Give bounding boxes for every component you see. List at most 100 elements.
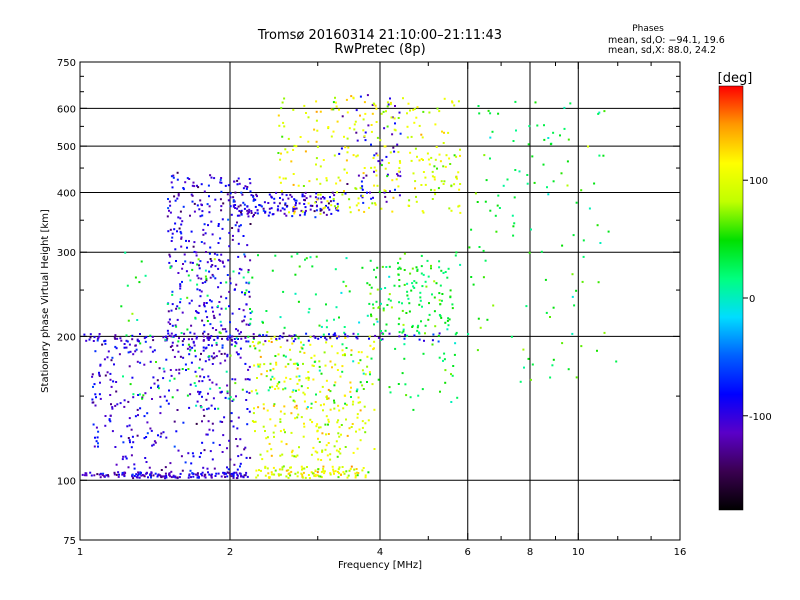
data-point bbox=[380, 302, 382, 305]
data-point bbox=[211, 273, 214, 276]
data-point bbox=[126, 425, 129, 428]
data-point bbox=[440, 180, 443, 183]
data-point bbox=[119, 337, 122, 340]
data-point bbox=[91, 398, 94, 401]
data-point bbox=[188, 178, 191, 180]
data-point bbox=[257, 341, 260, 344]
data-point bbox=[168, 472, 171, 475]
data-point bbox=[349, 381, 352, 384]
data-point bbox=[297, 337, 300, 340]
data-point bbox=[388, 265, 391, 268]
data-point bbox=[225, 370, 228, 373]
data-point bbox=[279, 410, 282, 413]
data-point bbox=[377, 378, 380, 381]
data-point bbox=[366, 365, 369, 368]
data-point bbox=[167, 198, 169, 200]
data-point bbox=[128, 343, 131, 346]
data-point bbox=[232, 204, 235, 207]
data-point bbox=[273, 435, 275, 438]
data-point bbox=[477, 105, 480, 107]
data-point bbox=[179, 210, 182, 213]
data-point bbox=[424, 176, 427, 179]
data-point bbox=[114, 337, 117, 340]
data-point bbox=[206, 408, 208, 411]
data-point bbox=[514, 100, 517, 103]
data-point bbox=[321, 385, 324, 388]
data-point bbox=[403, 283, 406, 286]
data-point bbox=[203, 449, 206, 452]
data-point bbox=[332, 101, 335, 104]
data-point bbox=[141, 397, 144, 400]
data-point bbox=[375, 174, 378, 177]
data-point bbox=[444, 321, 447, 324]
data-point bbox=[155, 361, 157, 363]
data-point bbox=[311, 364, 314, 367]
data-point bbox=[246, 423, 249, 426]
data-point bbox=[283, 326, 286, 329]
data-point bbox=[113, 363, 115, 366]
data-point bbox=[388, 293, 391, 296]
data-point bbox=[113, 473, 116, 476]
data-point bbox=[332, 199, 335, 202]
data-point bbox=[268, 442, 271, 445]
data-point bbox=[293, 144, 296, 147]
data-point bbox=[221, 218, 224, 221]
data-point bbox=[163, 370, 166, 373]
data-point bbox=[163, 395, 166, 398]
data-point bbox=[375, 300, 378, 303]
data-point bbox=[385, 323, 388, 326]
phase-stats-o: mean, sd,O: −94.1, 19.6 bbox=[608, 35, 725, 46]
data-point bbox=[497, 194, 500, 197]
data-point bbox=[395, 178, 398, 181]
data-point bbox=[135, 348, 138, 351]
data-point bbox=[363, 135, 366, 138]
data-point bbox=[304, 150, 307, 153]
data-point bbox=[236, 427, 239, 430]
data-point bbox=[476, 201, 479, 203]
data-point bbox=[201, 441, 204, 444]
data-point bbox=[275, 339, 278, 342]
data-point bbox=[321, 432, 324, 435]
data-point bbox=[241, 291, 243, 294]
data-point bbox=[203, 324, 206, 327]
data-point bbox=[249, 182, 252, 185]
data-point bbox=[228, 231, 231, 234]
x-tick-label: 16 bbox=[674, 547, 687, 558]
data-point bbox=[348, 469, 351, 472]
data-point bbox=[349, 390, 352, 393]
data-point bbox=[383, 127, 386, 130]
data-point bbox=[343, 190, 345, 193]
data-point bbox=[117, 475, 120, 478]
data-point bbox=[237, 255, 240, 258]
data-point bbox=[157, 473, 160, 476]
data-point bbox=[323, 197, 326, 200]
data-point bbox=[167, 230, 170, 233]
data-point bbox=[348, 198, 351, 201]
data-point bbox=[198, 264, 200, 267]
data-point bbox=[210, 260, 213, 262]
data-point bbox=[258, 334, 261, 337]
data-point bbox=[491, 130, 494, 133]
data-point bbox=[266, 450, 269, 453]
data-point bbox=[261, 458, 264, 461]
data-point bbox=[387, 298, 390, 301]
data-point bbox=[279, 346, 282, 349]
data-point bbox=[401, 302, 403, 305]
data-point bbox=[266, 436, 269, 439]
data-point bbox=[549, 376, 552, 379]
data-point bbox=[149, 334, 152, 337]
data-point bbox=[422, 159, 424, 161]
data-point bbox=[441, 130, 443, 133]
data-point bbox=[489, 112, 492, 115]
data-point bbox=[372, 196, 374, 199]
data-point bbox=[324, 423, 327, 426]
data-point bbox=[255, 469, 258, 472]
data-point bbox=[389, 103, 392, 106]
data-point bbox=[434, 325, 437, 328]
data-point bbox=[422, 273, 425, 276]
data-point bbox=[277, 205, 280, 208]
data-point bbox=[421, 210, 424, 213]
data-point bbox=[331, 366, 333, 369]
data-point bbox=[363, 210, 366, 213]
